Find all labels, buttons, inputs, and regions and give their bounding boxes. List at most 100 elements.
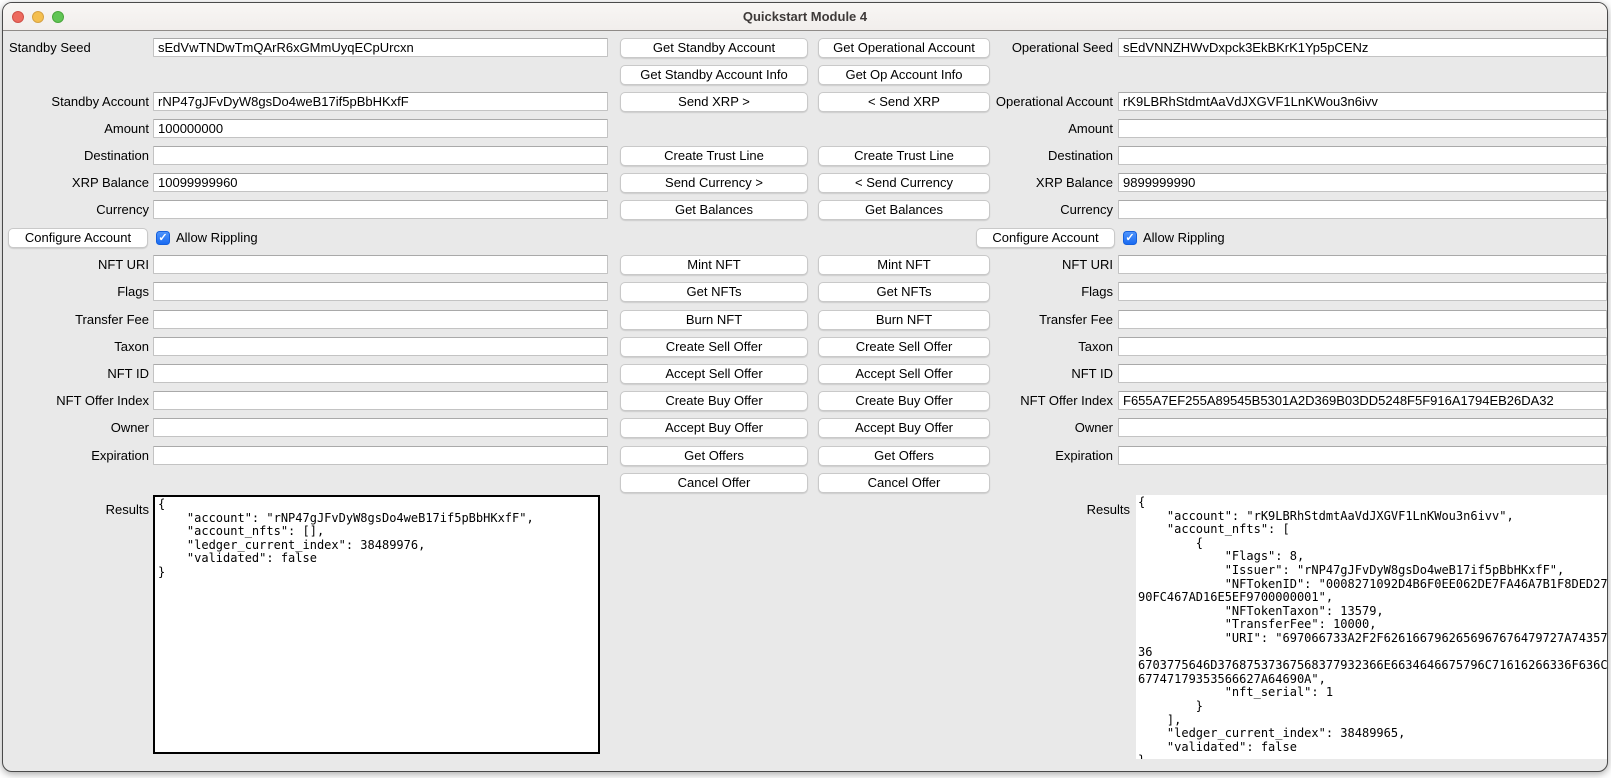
operational-taxon-input[interactable] (1118, 337, 1607, 356)
operational-get-balances-button[interactable]: Get Balances (818, 200, 990, 220)
title-bar: Quickstart Module 4 (3, 3, 1607, 31)
standby-expiration-input[interactable] (153, 446, 608, 465)
standby-create-sell-offer-button[interactable]: Create Sell Offer (620, 337, 808, 357)
standby-cancel-offer-button[interactable]: Cancel Offer (620, 473, 808, 493)
operational-mint-nft-button[interactable]: Mint NFT (818, 255, 990, 275)
send-currency-right-button[interactable]: Send Currency > (620, 173, 808, 193)
standby-get-nfts-button[interactable]: Get NFTs (620, 282, 808, 302)
standby-destination-input[interactable] (153, 146, 608, 165)
operational-create-buy-offer-button[interactable]: Create Buy Offer (818, 391, 990, 411)
standby-create-trust-line-button[interactable]: Create Trust Line (620, 146, 808, 166)
operational-create-trust-line-button[interactable]: Create Trust Line (818, 146, 990, 166)
minimize-button[interactable] (32, 11, 44, 23)
operational-account-label: Operational Account (995, 94, 1113, 109)
standby-accept-sell-offer-button[interactable]: Accept Sell Offer (620, 364, 808, 384)
standby-transfer-fee-input[interactable] (153, 310, 608, 329)
operational-account-input[interactable] (1118, 92, 1607, 111)
operational-xrp-balance-label: XRP Balance (1035, 175, 1113, 190)
standby-taxon-input[interactable] (153, 337, 608, 356)
operational-flags-label: Flags (1081, 284, 1113, 299)
standby-configure-account-button[interactable]: Configure Account (8, 228, 148, 248)
standby-owner-input[interactable] (153, 418, 608, 437)
operational-create-sell-offer-button[interactable]: Create Sell Offer (818, 337, 990, 357)
standby-nft-offer-index-input[interactable] (153, 391, 608, 410)
standby-nft-id-input[interactable] (153, 364, 608, 383)
operational-accept-buy-offer-button[interactable]: Accept Buy Offer (818, 418, 990, 438)
operational-destination-input[interactable] (1118, 146, 1607, 165)
standby-transfer-fee-label: Transfer Fee (75, 312, 149, 327)
standby-xrp-balance-input[interactable] (153, 173, 608, 192)
operational-seed-input[interactable] (1118, 38, 1607, 57)
standby-results-label: Results (105, 502, 149, 517)
operational-xrp-balance-input[interactable] (1118, 173, 1607, 192)
standby-seed-input[interactable] (153, 38, 608, 57)
send-xrp-left-button[interactable]: < Send XRP (818, 92, 990, 112)
standby-get-balances-button[interactable]: Get Balances (620, 200, 808, 220)
operational-transfer-fee-input[interactable] (1118, 310, 1607, 329)
operational-nft-uri-label: NFT URI (1061, 257, 1113, 272)
operational-nft-offer-index-label: NFT Offer Index (1020, 393, 1113, 408)
send-xrp-right-button[interactable]: Send XRP > (620, 92, 808, 112)
standby-nft-offer-index-label: NFT Offer Index (56, 393, 149, 408)
operational-allow-rippling-label: Allow Rippling (1143, 230, 1225, 245)
operational-currency-label: Currency (1060, 202, 1113, 217)
get-standby-account-button[interactable]: Get Standby Account (620, 38, 808, 58)
standby-amount-input[interactable] (153, 119, 608, 138)
standby-flags-input[interactable] (153, 282, 608, 301)
operational-allow-rippling-checkbox[interactable]: ✓ (1123, 231, 1137, 245)
operational-currency-input[interactable] (1118, 200, 1607, 219)
operational-nft-id-input[interactable] (1118, 364, 1607, 383)
standby-get-offers-button[interactable]: Get Offers (620, 446, 808, 466)
send-currency-left-button[interactable]: < Send Currency (818, 173, 990, 193)
standby-nft-id-label: NFT ID (107, 366, 149, 381)
close-button[interactable] (12, 11, 24, 23)
zoom-button[interactable] (52, 11, 64, 23)
operational-configure-account-button[interactable]: Configure Account (976, 228, 1115, 248)
get-standby-account-info-button[interactable]: Get Standby Account Info (620, 65, 808, 85)
operational-transfer-fee-label: Transfer Fee (1039, 312, 1113, 327)
operational-results-label: Results (1086, 502, 1130, 517)
operational-nft-uri-input[interactable] (1118, 255, 1607, 274)
operational-nft-id-label: NFT ID (1071, 366, 1113, 381)
standby-currency-label: Currency (96, 202, 149, 217)
operational-amount-input[interactable] (1118, 119, 1607, 138)
standby-allow-rippling-label: Allow Rippling (176, 230, 258, 245)
operational-owner-label: Owner (1074, 420, 1113, 435)
get-operational-account-button[interactable]: Get Operational Account (818, 38, 990, 58)
window-title: Quickstart Module 4 (742, 9, 868, 24)
standby-destination-label: Destination (83, 148, 149, 163)
operational-flags-input[interactable] (1118, 282, 1607, 301)
standby-account-input[interactable] (153, 92, 608, 111)
operational-cancel-offer-button[interactable]: Cancel Offer (818, 473, 990, 493)
standby-account-label: Standby Account (51, 94, 149, 109)
operational-results-textarea[interactable]: { "account": "rK9LBRhStdmtAaVdJXGVF1LnKW… (1136, 495, 1607, 759)
standby-nft-uri-input[interactable] (153, 255, 608, 274)
standby-currency-input[interactable] (153, 200, 608, 219)
standby-taxon-label: Taxon (114, 339, 149, 354)
operational-get-offers-button[interactable]: Get Offers (818, 446, 990, 466)
standby-mint-nft-button[interactable]: Mint NFT (620, 255, 808, 275)
operational-get-nfts-button[interactable]: Get NFTs (818, 282, 990, 302)
get-op-account-info-button[interactable]: Get Op Account Info (818, 65, 990, 85)
operational-amount-label: Amount (1068, 121, 1113, 136)
operational-seed-label: Operational Seed (1011, 40, 1113, 55)
standby-owner-label: Owner (110, 420, 149, 435)
standby-accept-buy-offer-button[interactable]: Accept Buy Offer (620, 418, 808, 438)
standby-allow-rippling-checkbox[interactable]: ✓ (156, 231, 170, 245)
operational-accept-sell-offer-button[interactable]: Accept Sell Offer (818, 364, 990, 384)
operational-taxon-label: Taxon (1078, 339, 1113, 354)
operational-destination-label: Destination (1047, 148, 1113, 163)
operational-expiration-label: Expiration (1055, 448, 1113, 463)
standby-nft-uri-label: NFT URI (97, 257, 149, 272)
operational-owner-input[interactable] (1118, 418, 1607, 437)
standby-amount-label: Amount (104, 121, 149, 136)
standby-flags-label: Flags (117, 284, 149, 299)
standby-results-textarea[interactable]: { "account": "rNP47gJFvDyW8gsDo4weB17if5… (153, 495, 600, 754)
operational-expiration-input[interactable] (1118, 446, 1607, 465)
standby-create-buy-offer-button[interactable]: Create Buy Offer (620, 391, 808, 411)
standby-expiration-label: Expiration (91, 448, 149, 463)
standby-burn-nft-button[interactable]: Burn NFT (620, 310, 808, 330)
operational-nft-offer-index-input[interactable] (1118, 391, 1607, 410)
operational-burn-nft-button[interactable]: Burn NFT (818, 310, 990, 330)
